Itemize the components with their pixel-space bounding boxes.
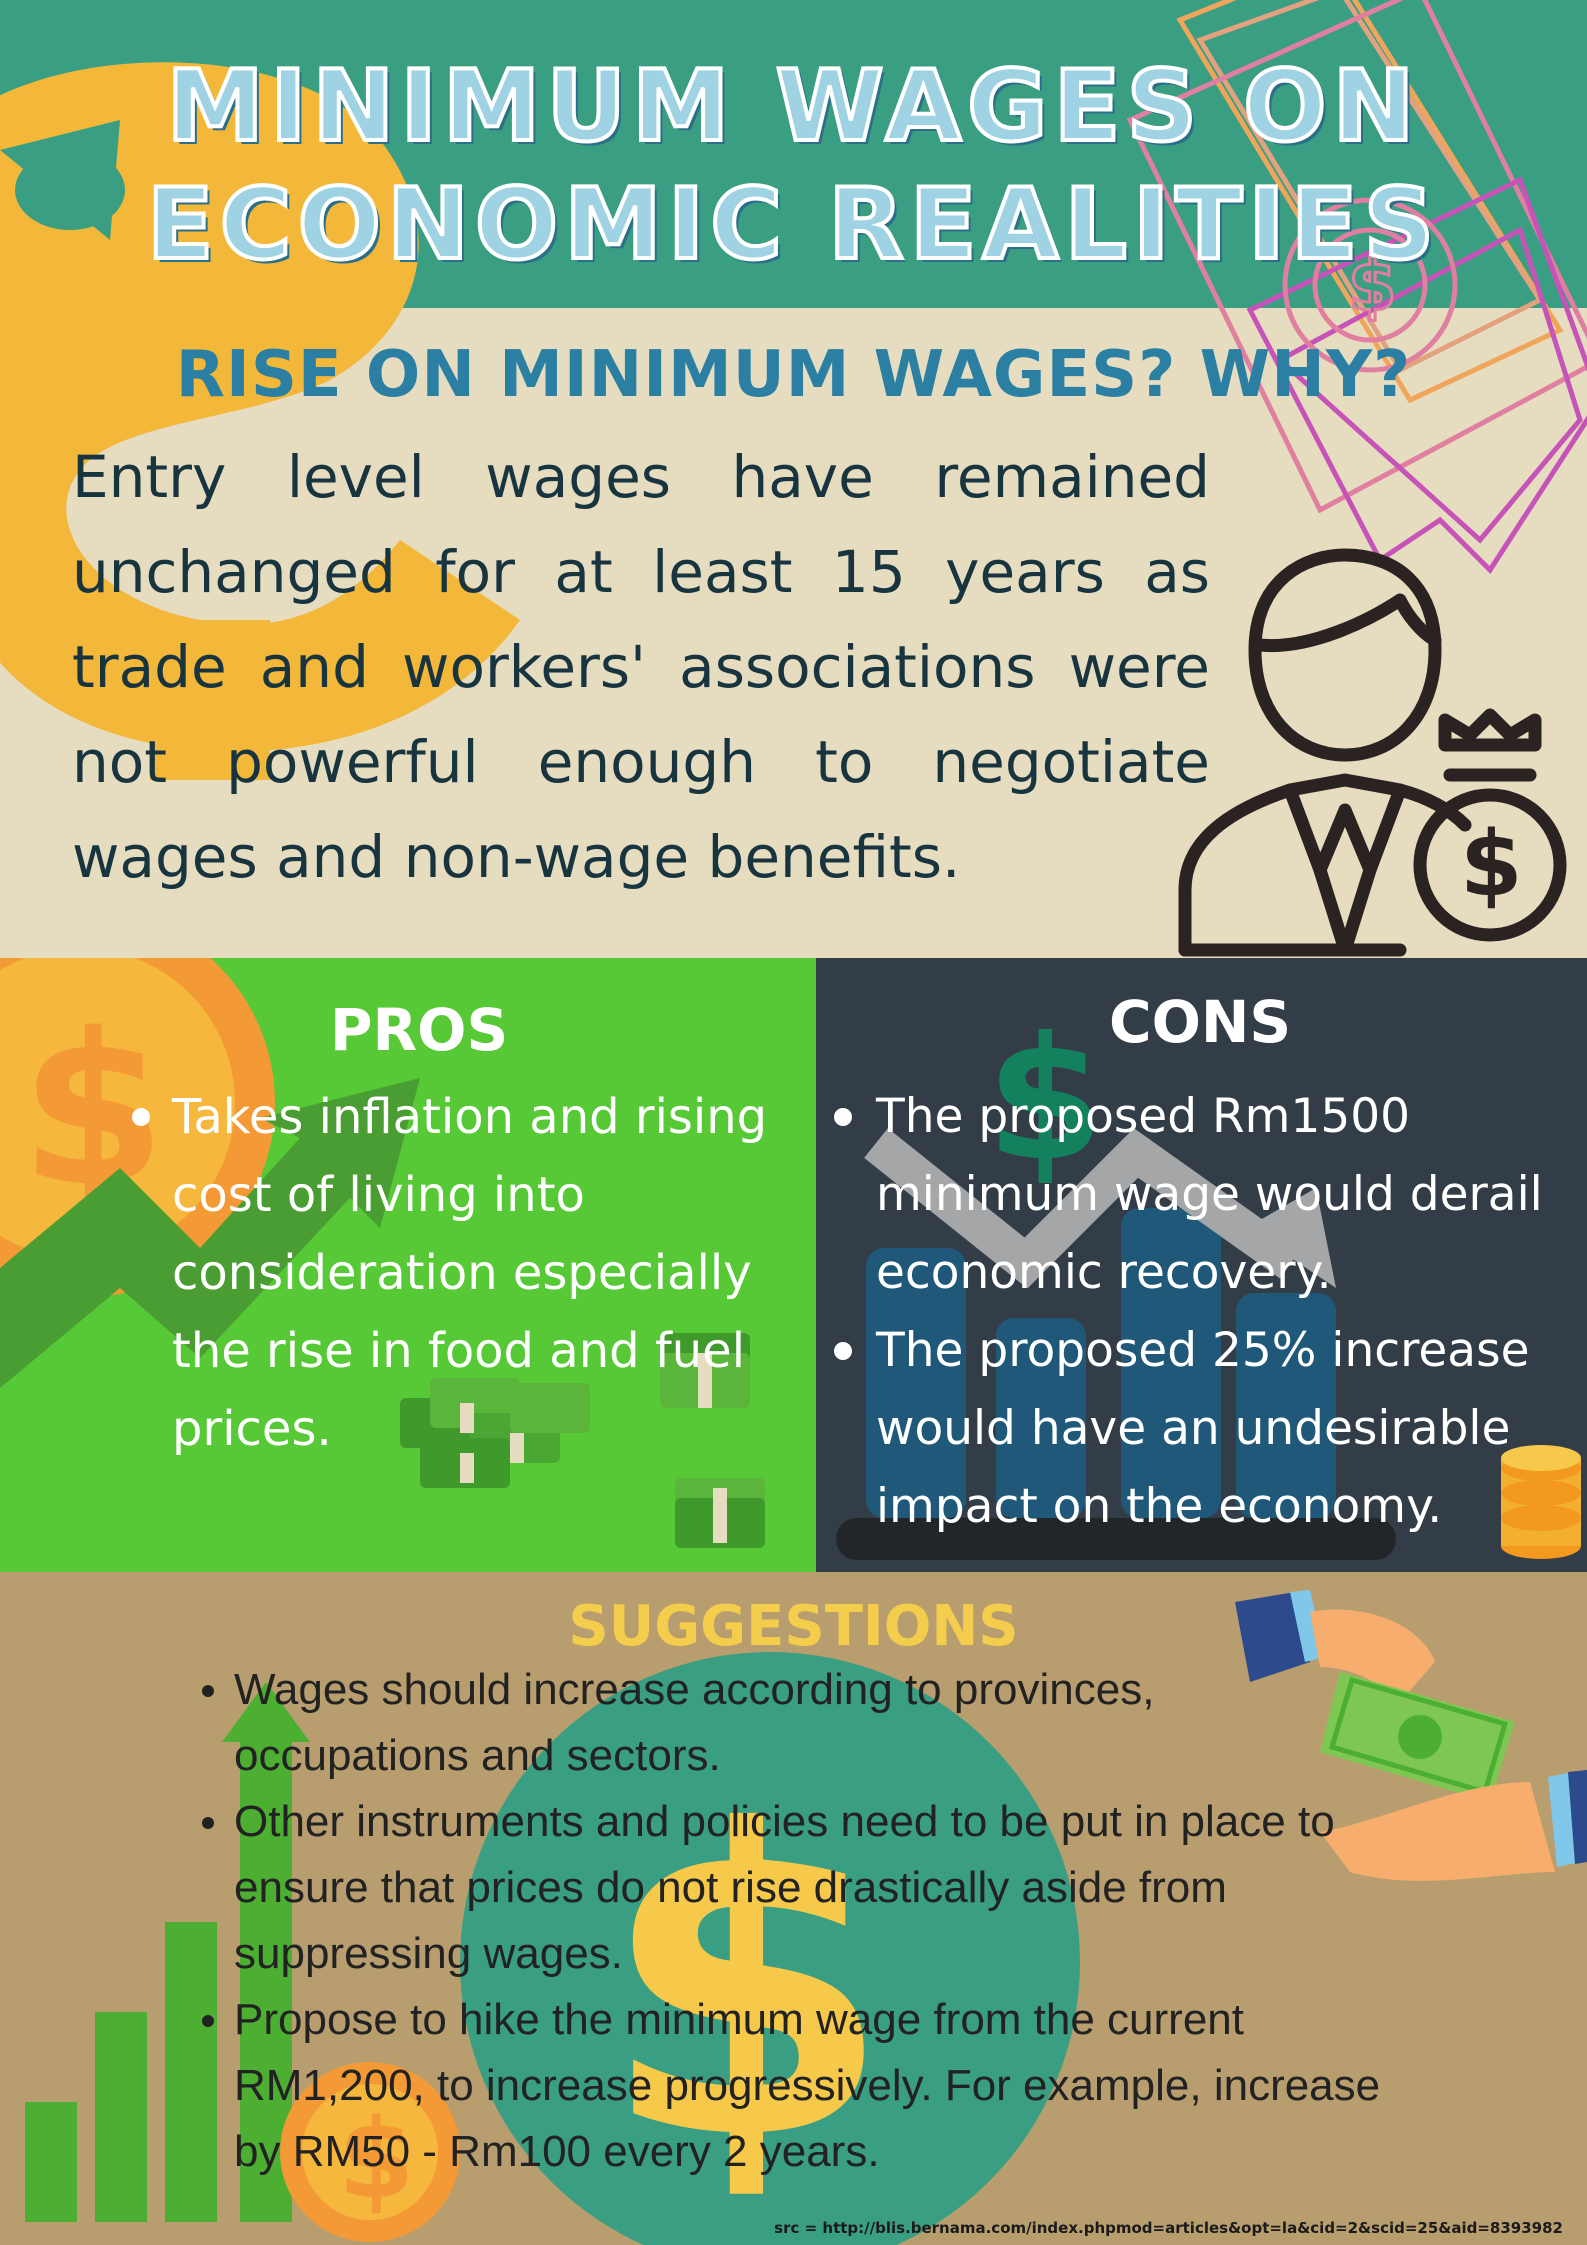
big-dollar-icon xyxy=(0,62,520,780)
intro-heading: RISE ON MINIMUM WAGES? WHY? xyxy=(175,338,1412,412)
green-dollar-icon: $ xyxy=(986,1001,1104,1199)
suggestion-item: Propose to hike the minimum wage from th… xyxy=(190,1987,1390,2185)
coin-dollar-icon: $ xyxy=(0,958,275,1298)
big-teal-coin-icon: $ xyxy=(460,1652,1080,2245)
cons-heading: CONS xyxy=(1109,988,1292,1056)
pros-list-item: Takes inflation and rising cost of livin… xyxy=(128,1078,788,1468)
svg-text:$: $ xyxy=(338,2095,415,2223)
suggestions-decoration: $ $ xyxy=(25,1590,1587,2245)
pros-list: Takes inflation and rising cost of livin… xyxy=(128,1078,788,1468)
hand-receiving-money-icon xyxy=(1320,1770,1587,1881)
suggestions-list: Wages should increase according to provi… xyxy=(190,1657,1390,2185)
header-section: $ MINIMUM WAGES ON ECONOMIC REALITIES RI… xyxy=(0,0,1587,958)
pros-heading: PROS xyxy=(330,996,509,1064)
cons-list-item: The proposed Rm1500 minimum wage would d… xyxy=(824,1078,1574,1312)
svg-text:$: $ xyxy=(600,1743,892,2232)
hand-giving-money-icon xyxy=(1235,1590,1515,1802)
main-title-line1: MINIMUM WAGES ON xyxy=(164,48,1421,166)
intro-paragraph: Entry level wages have remained unchange… xyxy=(72,443,1210,891)
main-title: MINIMUM WAGES ON ECONOMIC REALITIES xyxy=(0,48,1587,284)
main-title-line2: ECONOMIC REALITIES xyxy=(145,166,1441,284)
bar-chart-icon xyxy=(836,1208,1396,1560)
growth-bars-icon xyxy=(25,1682,310,2222)
suggestions-section: $ $ SUGGESTIONS Wages sh xyxy=(0,1572,1587,2245)
svg-text:$: $ xyxy=(986,1001,1104,1199)
suggestion-item: Other instruments and policies need to b… xyxy=(190,1789,1390,1987)
pros-panel: $ xyxy=(0,958,816,1572)
cons-panel: $ CONS The proposed Rm1500 minimum wage … xyxy=(816,958,1587,1572)
header-decoration: $ xyxy=(0,0,1587,780)
svg-text:$: $ xyxy=(1348,245,1397,327)
suggestions-heading: SUGGESTIONS xyxy=(568,1594,1019,1659)
businessman-money-bag-icon: $ xyxy=(1178,548,1567,957)
downtrend-arrow-icon xyxy=(864,1128,1336,1289)
orange-coin-icon: $ xyxy=(280,2062,460,2242)
pros-decoration: $ xyxy=(0,958,765,1548)
svg-text:$: $ xyxy=(1460,812,1523,917)
coin-stack-icon xyxy=(1501,1445,1581,1559)
source-citation: src = http://blis.bernama.com/index.phpm… xyxy=(774,2219,1563,2237)
cons-list: The proposed Rm1500 minimum wage would d… xyxy=(824,1078,1574,1546)
cons-list-item: The proposed 25% increase would have an … xyxy=(824,1312,1574,1546)
growth-arrow-icon xyxy=(0,1078,420,1388)
cons-decoration: $ xyxy=(836,1001,1581,1560)
cash-stacks-icon xyxy=(400,1333,765,1548)
suggestion-item: Wages should increase according to provi… xyxy=(190,1657,1390,1789)
